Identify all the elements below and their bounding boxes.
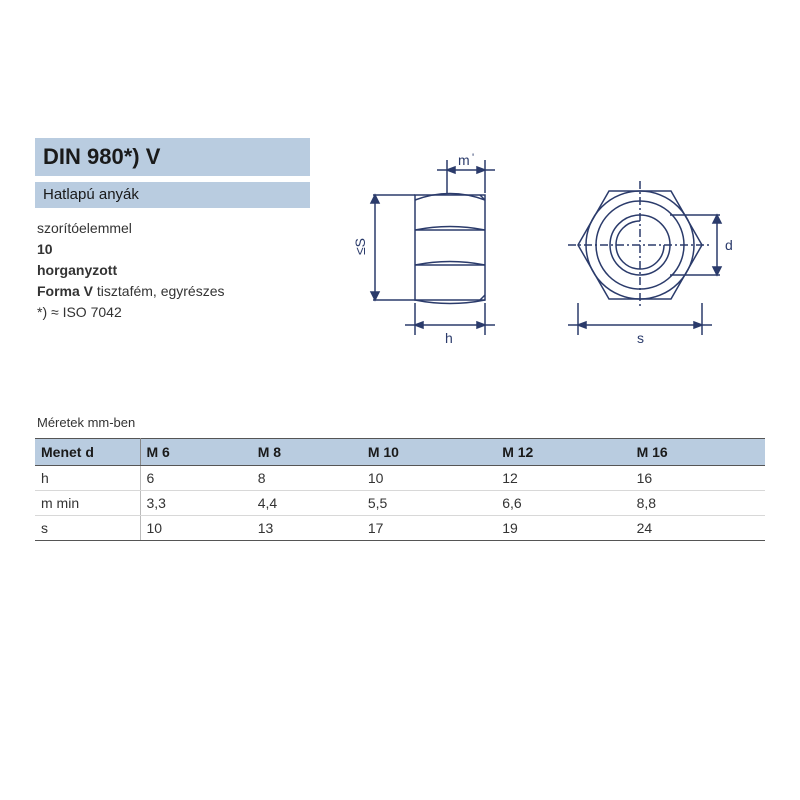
desc-line-4: *) ≈ ISO 7042 [37,302,310,323]
description-block: szorítóelemmel 10 horganyzott Forma V ti… [35,218,310,323]
cell: 10 [140,516,252,541]
title-text: DIN 980*) V [43,144,160,169]
dimension-table-area: Méretek mm-ben Menet d M 6 M 8 M 10 M 12… [35,415,765,541]
cell: 17 [362,516,496,541]
row-label: h [35,466,140,491]
cell: 3,3 [140,491,252,516]
col-header-2: M 8 [252,439,362,466]
cell: 4,4 [252,491,362,516]
col-header-0: Menet d [35,439,140,466]
row-label: m min [35,491,140,516]
cell: 6 [140,466,252,491]
desc-line-2: horganyzott [37,260,310,281]
desc-line-3: Forma V tisztafém, egyrészes [37,281,310,302]
cell: 16 [631,466,765,491]
subtitle-bar: Hatlapú anyák [35,182,310,208]
dim-label-s: s [637,330,644,346]
cell: 6,6 [496,491,630,516]
table-caption: Méretek mm-ben [35,415,765,430]
cell: 12 [496,466,630,491]
cell: 13 [252,516,362,541]
cell: 24 [631,516,765,541]
col-header-4: M 12 [496,439,630,466]
dim-label-h: h [445,330,453,346]
desc-line-1: 10 [37,239,310,260]
dim-label-s-le: ≤S [355,238,368,255]
cell: 10 [362,466,496,491]
title-bar: DIN 980*) V [35,138,310,176]
col-header-5: M 16 [631,439,765,466]
table-row: m min 3,3 4,4 5,5 6,6 8,8 [35,491,765,516]
col-header-1: M 6 [140,439,252,466]
col-header-3: M 10 [362,439,496,466]
row-label: s [35,516,140,541]
cell: 8 [252,466,362,491]
technical-diagram: ≤S m ' h [355,145,755,355]
table-row: h 6 8 10 12 16 [35,466,765,491]
desc-line-3-bold: Forma V [37,283,93,299]
desc-line-3-suffix: tisztafém, egyrészes [93,283,225,299]
svg-text:': ' [472,152,474,164]
table-header-row: Menet d M 6 M 8 M 10 M 12 M 16 [35,439,765,466]
cell: 5,5 [362,491,496,516]
dim-label-d: d [725,237,733,253]
dimension-table: Menet d M 6 M 8 M 10 M 12 M 16 h 6 8 10 … [35,438,765,541]
desc-line-0: szorítóelemmel [37,218,310,239]
cell: 19 [496,516,630,541]
cell: 8,8 [631,491,765,516]
table-row: s 10 13 17 19 24 [35,516,765,541]
dim-label-m: m [458,152,470,168]
subtitle-text: Hatlapú anyák [43,186,139,203]
